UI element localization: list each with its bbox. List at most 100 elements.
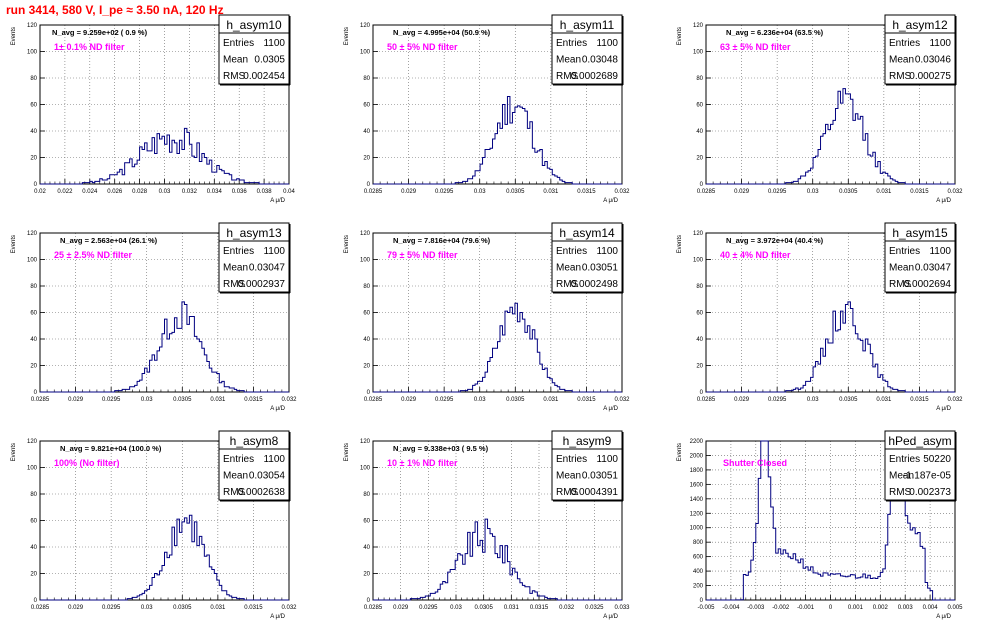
histogram-panel-h_asym8: 0.0285 0.029 0.0295 0.03 0.0305 0.031 0.0315 0.… xyxy=(11,430,297,620)
stats-label: Entries xyxy=(889,38,920,49)
x-tick-label: 0.0305 xyxy=(173,397,192,403)
y-tick-label: 100 xyxy=(360,466,371,472)
y-tick-label: 60 xyxy=(696,311,703,317)
x-tick-label: 0.0305 xyxy=(173,605,192,611)
x-tick-label: 0.036 xyxy=(232,189,248,195)
y-axis-title: Events xyxy=(344,235,350,253)
stats-value: 0.03048 xyxy=(582,55,619,66)
x-tick-label: 0.0325 xyxy=(585,605,604,611)
stats-value: 0.0002694 xyxy=(904,279,952,290)
stats-value: 0.0002638 xyxy=(238,487,286,498)
y-tick-label: 2200 xyxy=(690,439,704,445)
x-tick-label: 0.0295 xyxy=(768,397,787,403)
y-tick-label: 0 xyxy=(367,598,371,604)
x-tick-label: -0.004 xyxy=(722,605,740,611)
y-axis-title: Events xyxy=(344,443,350,461)
y-tick-label: 20 xyxy=(363,572,370,578)
histogram-line xyxy=(373,518,622,601)
y-tick-label: 1400 xyxy=(690,497,704,503)
filter-note: 40 ± 4% ND filter xyxy=(720,250,791,260)
y-tick-label: 400 xyxy=(693,569,704,575)
stats-label: RMS xyxy=(223,71,246,82)
y-tick-label: 60 xyxy=(30,311,37,317)
y-tick-label: 0 xyxy=(34,182,38,188)
x-tick-label: 0.032 xyxy=(614,397,630,403)
histogram-line xyxy=(373,302,622,393)
stats-label: Mean xyxy=(223,471,248,482)
y-tick-label: 120 xyxy=(27,231,38,237)
x-tick-label: 0.03 xyxy=(474,397,486,403)
y-tick-label: 120 xyxy=(27,23,38,29)
histogram-panel-h_asym14: 0.0285 0.029 0.0295 0.03 0.0305 0.031 0.0315 0.… xyxy=(344,222,630,412)
x-tick-label: 0.032 xyxy=(614,189,630,195)
y-tick-label: 120 xyxy=(693,23,704,29)
x-tick-label: 0.032 xyxy=(947,189,963,195)
histogram-line xyxy=(706,88,955,185)
stats-value: 0.0305 xyxy=(254,55,285,66)
x-tick-label: 0.0295 xyxy=(419,605,438,611)
stats-value: 1100 xyxy=(929,38,951,49)
stats-value: 0.03054 xyxy=(249,471,286,482)
x-tick-label: 0.0315 xyxy=(530,605,549,611)
y-tick-label: 120 xyxy=(27,439,38,445)
x-tick-label: 0.0315 xyxy=(910,397,929,403)
y-tick-label: 20 xyxy=(30,572,37,578)
x-tick-label: 0.031 xyxy=(543,397,559,403)
x-tick-label: 0.0285 xyxy=(31,397,50,403)
y-tick-label: 80 xyxy=(30,492,37,498)
y-tick-label: 0 xyxy=(367,390,371,396)
y-tick-label: 60 xyxy=(30,103,37,109)
navg-label: N_avg = 4.995e+04 (50.9 %) xyxy=(393,28,491,37)
stats-value: -1.187e-05 xyxy=(903,471,952,482)
x-tick-label: 0.029 xyxy=(68,605,84,611)
y-tick-label: 80 xyxy=(363,284,370,290)
stats-box-frame xyxy=(551,222,623,293)
x-tick-label: 0.0315 xyxy=(244,397,263,403)
histogram-panel-h_asym13: 0.0285 0.029 0.0295 0.03 0.0305 0.031 0.0315 0.… xyxy=(11,222,297,412)
y-tick-label: 1800 xyxy=(690,468,704,474)
stats-label: RMS xyxy=(889,71,912,82)
stats-value: 1100 xyxy=(929,246,951,257)
x-tick-label: 0.0315 xyxy=(577,189,596,195)
x-tick-label: 0 xyxy=(829,605,833,611)
navg-label: N_avg = 9.821e+04 (100.0 %) xyxy=(60,444,162,453)
stats-box-frame xyxy=(218,430,290,501)
stats-label: Entries xyxy=(223,246,254,257)
navg-label: N_avg = 7.816e+04 (79.6 %) xyxy=(393,236,491,245)
x-tick-label: 0.029 xyxy=(401,189,417,195)
histogram-name: h_asym12 xyxy=(892,18,948,32)
stats-box: hPed_asym Entries 50220 Mean-1.187e-05 RMS0.… xyxy=(884,430,957,502)
histogram-name: hPed_asym xyxy=(888,434,951,448)
x-tick-label: 0.0295 xyxy=(768,189,787,195)
filter-note: 100% (No filter) xyxy=(54,458,120,468)
stats-label: Mean xyxy=(556,471,581,482)
y-axis-title: Events xyxy=(677,27,683,45)
stats-value: 0.03051 xyxy=(582,263,619,274)
x-axis-title: A μ/D xyxy=(603,406,618,412)
x-tick-label: 0.02 xyxy=(34,189,46,195)
filter-note: 1± 0.1% ND filter xyxy=(54,42,125,52)
x-tick-label: 0.0305 xyxy=(506,189,525,195)
x-tick-label: 0.032 xyxy=(182,189,198,195)
stats-label: RMS xyxy=(889,487,912,498)
y-tick-label: 100 xyxy=(693,50,704,56)
histogram-line xyxy=(40,514,289,601)
y-tick-label: 60 xyxy=(696,103,703,109)
stats-box-frame xyxy=(218,222,290,293)
x-tick-label: 0.032 xyxy=(281,397,297,403)
stats-label: Entries xyxy=(556,246,587,257)
y-tick-label: 20 xyxy=(30,156,37,162)
y-tick-label: 20 xyxy=(30,364,37,370)
x-tick-label: 0.03 xyxy=(450,605,462,611)
filter-note: 63 ± 5% ND filter xyxy=(720,42,791,52)
x-axis-title: A μ/D xyxy=(936,198,951,204)
stats-value: 0.03051 xyxy=(582,471,619,482)
y-tick-label: 100 xyxy=(27,258,38,264)
x-tick-label: 0.038 xyxy=(257,189,273,195)
x-tick-label: 0.03 xyxy=(159,189,171,195)
y-tick-label: 20 xyxy=(363,156,370,162)
x-tick-label: 0.003 xyxy=(898,605,914,611)
x-tick-label: 0.04 xyxy=(283,189,295,195)
stats-box: h_asym11 Entries 1100 Mean 0.03048RMS0.00026… xyxy=(551,14,624,86)
